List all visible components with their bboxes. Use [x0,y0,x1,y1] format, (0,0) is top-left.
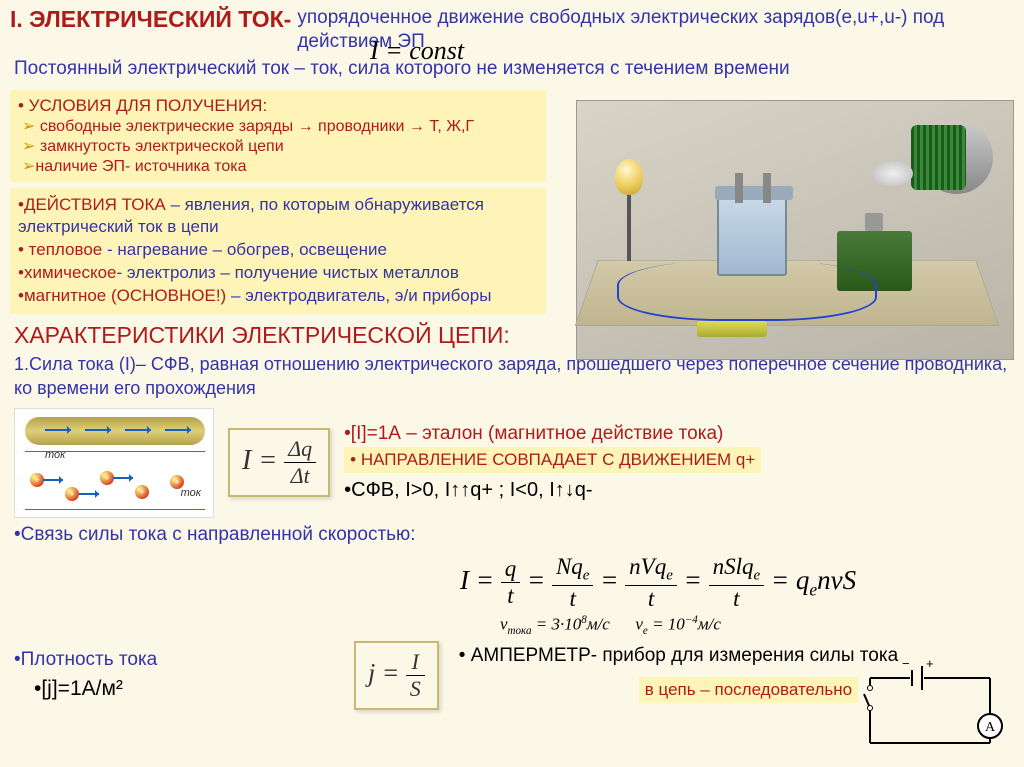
tok-label-1: ток [45,449,65,461]
title-bar: I. ЭЛЕКТРИЧЕСКИЙ ТОК- упорядоченное движ… [0,0,1024,54]
conditions-box: • УСЛОВИЯ ДЛЯ ПОЛУЧЕНИЯ: ➢ свободные эле… [10,90,546,182]
sign-convention: •СФВ, I>0, I↑↑q+ ; I<0, I↑↓q- [344,475,1010,502]
unit-ampere: •[I]=1А – эталон (магнитное действие ток… [344,423,1010,445]
condition-item-3: ➢наличие ЭП- источника тока [18,156,538,176]
formula-j: j = IS [354,641,439,710]
condition-text-2: замкнутость электрической цепи [40,138,284,155]
tok-label-2: ток [181,487,201,499]
effects-title: •ДЕЙСТВИЯ ТОКА – явления, по которым обн… [18,194,538,240]
effect-thermal: • тепловое - нагревание – обогрев, освещ… [18,239,538,262]
effects-box: •ДЕЙСТВИЯ ТОКА – явления, по которым обн… [10,188,546,315]
subtitle: Постоянный электрический ток – ток, сила… [0,54,1024,86]
experiment-illustration [576,100,1014,360]
effect-chemical: •химическое- электролиз – получение чист… [18,262,538,285]
condition-item-2: ➢ замкнутость электрической цепи [18,136,538,156]
condition-text-3: наличие ЭП- источника тока [35,158,246,175]
effect-magnetic: •магнитное (ОСНОВНОЕ!) – электродвигател… [18,285,538,308]
velocity-values: vтока = 3·108м/с ve = 10−4м/с [0,612,1024,637]
direction-highlight: • НАПРАВЛЕНИЕ СОВПАДАЕТ С ДВИЖЕНИЕМ q+ [344,447,761,473]
density-unit: •[j]=1А/м² [14,671,334,701]
conductor-diagram: ток + + + + + ток [14,408,214,518]
lightbulb-icon [615,159,643,195]
density-block: •Плотность тока •[j]=1А/м² [14,649,334,701]
velocity-link-text: •Связь силы тока с направленной скорость… [0,520,1024,550]
current-formula-row: ток + + + + + ток I = ΔqΔt •[I]=1А – эта… [0,406,1024,520]
plus-label: + [926,658,934,671]
ammeter-note: в цепь – последовательно [639,677,858,703]
conditions-title: • УСЛОВИЯ ДЛЯ ПОЛУЧЕНИЯ: [18,96,538,116]
formula-i-dqdt: I = ΔqΔt [228,428,330,497]
title-main: I. ЭЛЕКТРИЧЕСКИЙ ТОК- [10,6,297,33]
circuit-diagram: − + A [850,658,1010,753]
minus-label: − [902,658,910,671]
condition-item-1: ➢ свободные электрические заряды → прово… [18,116,538,136]
left-column: • УСЛОВИЯ ДЛЯ ПОЛУЧЕНИЯ: ➢ свободные эле… [0,90,556,315]
long-formula-i: I = qt = Nqet = nVqet = nSlqet = qenvS [0,550,1024,612]
current-info: •[I]=1А – эталон (магнитное действие ток… [344,423,1010,502]
switch-icon [697,321,767,337]
ammeter-symbol: A [985,720,996,735]
spool-icon [903,121,993,196]
condition-text-1: свободные электрические заряды → проводн… [40,118,474,135]
formula-i-const: I = const [370,36,464,66]
density-title: •Плотность тока [14,649,334,671]
effects-title-red: •ДЕЙСТВИЯ ТОКА [18,195,166,214]
